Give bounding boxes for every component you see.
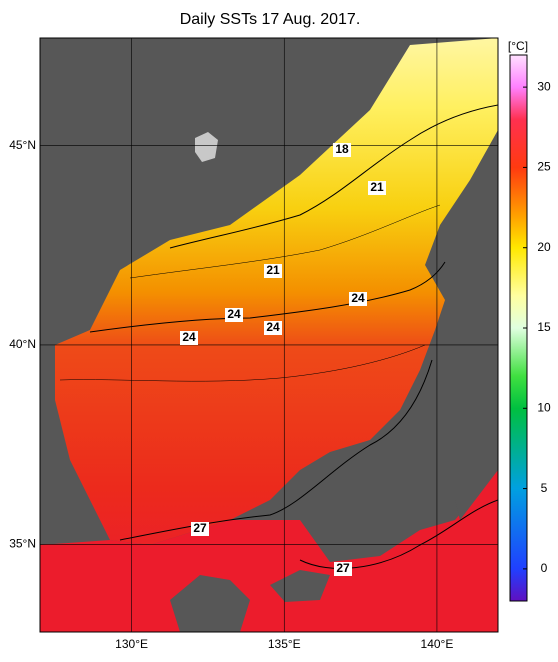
- colorbar-tick-label: 30: [537, 79, 551, 93]
- contour-line: [119, 359, 433, 541]
- contour-label: 21: [266, 263, 280, 277]
- lat-label: 45°N: [9, 138, 36, 152]
- title: Daily SSTs 17 Aug. 2017.: [180, 11, 361, 28]
- contour-label-box: [368, 181, 386, 195]
- contour-label: 24: [182, 330, 196, 344]
- lon-label: 140°E: [421, 637, 454, 651]
- lat-label: 35°N: [9, 536, 36, 550]
- colorbar-tick-label: 20: [537, 240, 551, 254]
- contours: [59, 104, 498, 569]
- island-kyushu: [170, 575, 250, 632]
- contour-label: 21: [370, 180, 384, 194]
- map-area: [40, 38, 498, 632]
- contour-line: [89, 261, 446, 333]
- contour-line: [59, 344, 426, 382]
- contour-label: 27: [336, 561, 350, 575]
- contour-label: 24: [266, 320, 280, 334]
- southern-sea: [40, 470, 498, 632]
- contour-label: 18: [335, 142, 349, 156]
- colorbar-tick-label: 10: [537, 400, 551, 414]
- island-shikoku: [270, 570, 330, 602]
- lat-label: 40°N: [9, 337, 36, 351]
- colorbar-tick-label: 15: [537, 320, 551, 334]
- contour-line: [299, 499, 498, 569]
- contour-label-box: [333, 143, 351, 157]
- contour-label-box: [225, 308, 243, 322]
- contour-label: 27: [193, 521, 207, 535]
- contour-line: [169, 104, 498, 249]
- lon-label: 135°E: [268, 637, 301, 651]
- graticule: [40, 38, 498, 632]
- colorbar-unit: [°C]: [508, 39, 528, 53]
- contour-label-box: [349, 292, 367, 306]
- contour-label: 24: [351, 291, 365, 305]
- island-sakhalin: [195, 132, 218, 162]
- contour-label-box: [264, 264, 282, 278]
- lon-label: 130°E: [115, 637, 148, 651]
- contour-label-box: [191, 522, 209, 536]
- colorbar-tick-label: 0: [541, 561, 548, 575]
- contour-label-box: [180, 331, 198, 345]
- contour-label-box: [264, 321, 282, 335]
- map-frame: [39, 37, 499, 633]
- colorbar-tick-label: 25: [537, 160, 551, 174]
- sea-of-japan: [55, 38, 498, 545]
- contour-label: 24: [227, 307, 241, 321]
- contour-line: [129, 204, 441, 279]
- honshu-east: [455, 440, 498, 520]
- contour-label-box: [334, 562, 352, 576]
- colorbar-tick-label: 5: [541, 481, 548, 495]
